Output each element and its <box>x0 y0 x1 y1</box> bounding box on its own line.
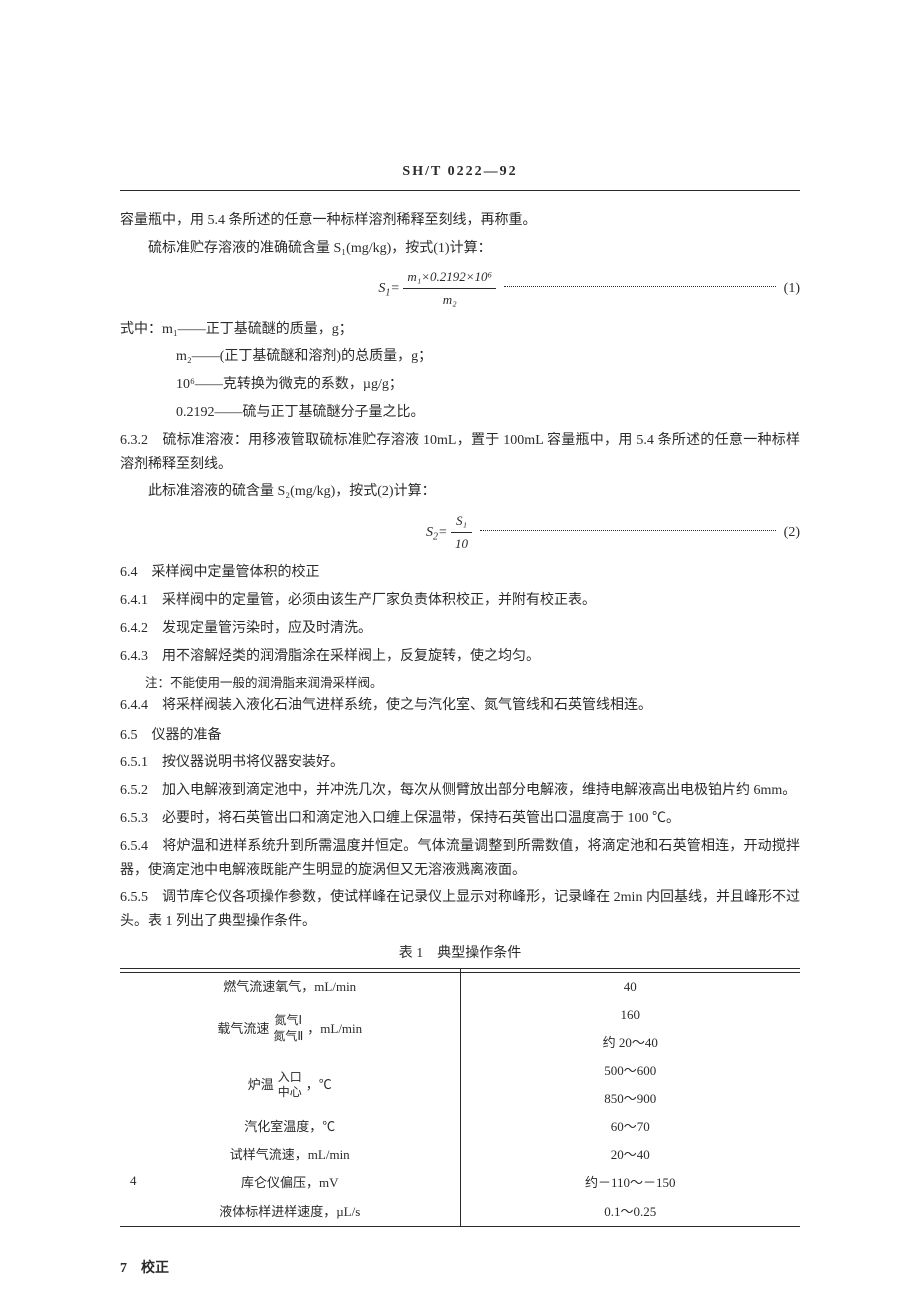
page-number: 4 <box>130 1170 137 1192</box>
where-m2: m₂——(正丁基硫醚和溶剂)的总质量，g； <box>120 345 800 369</box>
sec-6-5: 6.5 仪器的准备 <box>120 724 800 748</box>
equation-1: S1= m₁×0.2192×10⁶ m₂ (1) <box>120 266 800 311</box>
sec-6-5-2: 6.5.2 加入电解液到滴定池中，并冲洗几次，每次从侧臂放出部分电解液，维持电解… <box>120 779 800 803</box>
sec-6-4-2: 6.4.2 发现定量管污染时，应及时清洗。 <box>120 617 800 641</box>
para-8: 此标准溶液的硫含量 S₂(mg/kg)，按式(2)计算： <box>120 480 800 504</box>
sec-6-5-1: 6.5.1 按仪器说明书将仪器安装好。 <box>120 751 800 775</box>
sec-6-5-5: 6.5.5 调节库仑仪各项操作参数，使试样峰在记录仪上显示对称峰形，记录峰在 2… <box>120 886 800 934</box>
sec-7: 7 校正 <box>120 1257 800 1281</box>
note-1: 注：不能使用一般的润滑脂来润滑采样阀。 <box>120 673 800 694</box>
sec-6-4-4: 6.4.4 将采样阀装入液化石油气进样系统，使之与汽化室、氮气管线和石英管线相连… <box>120 694 800 718</box>
sec-6-5-3: 6.5.3 必要时，将石英管出口和滴定池入口缠上保温带，保持石英管出口温度高于 … <box>120 807 800 831</box>
table-row: 液体标样进样速度，µL/s 0.1～0.25 <box>120 1198 800 1227</box>
table-row: 炉温 入口 中心 ，℃ 500～600 <box>120 1057 800 1085</box>
para-1: 容量瓶中，用 5.4 条所述的任意一种标样溶剂稀释至刻线，再称重。 <box>120 209 800 233</box>
sec-6-4: 6.4 采样阀中定量管体积的校正 <box>120 561 800 585</box>
table-row: 试样气流速，mL/min 20～40 <box>120 1141 800 1169</box>
table-row: 库仑仪偏压，mV 约－110～－150 <box>120 1169 800 1197</box>
table-row: 汽化室温度，℃ 60～70 <box>120 1113 800 1141</box>
sec-6-3-2: 6.3.2 硫标准溶液：用移液管取硫标准贮存溶液 10mL，置于 100mL 容… <box>120 429 800 477</box>
operating-conditions-table: 燃气流速氧气，mL/min 40 载气流速 氮气Ⅰ 氮气Ⅱ ，mL/min 16… <box>120 968 800 1227</box>
sec-6-4-1: 6.4.1 采样阀中的定量管，必须由该生产厂家负责体积校正，并附有校正表。 <box>120 589 800 613</box>
where-m1: 式中：m₁——正丁基硫醚的质量，g； <box>120 318 800 342</box>
where-02192: 0.2192——硫与正丁基硫醚分子量之比。 <box>120 401 800 425</box>
table-1-title: 表 1 典型操作条件 <box>120 942 800 966</box>
table-row: 燃气流速氧气，mL/min 40 <box>120 972 800 1001</box>
doc-header: SH/T 0222—92 <box>120 160 800 191</box>
sec-6-4-3: 6.4.3 用不溶解烃类的润滑脂涂在采样阀上，反复旋转，使之均匀。 <box>120 645 800 669</box>
table-row: 载气流速 氮气Ⅰ 氮气Ⅱ ，mL/min 160 <box>120 1001 800 1029</box>
sec-6-5-4: 6.5.4 将炉温和进样系统升到所需温度并恒定。气体流量调整到所需数值，将滴定池… <box>120 835 800 883</box>
equation-2: S2= S₁ 10 (2) <box>120 510 800 555</box>
where-106: 10⁶——克转换为微克的系数，µg/g； <box>120 373 800 397</box>
para-2: 硫标准贮存溶液的准确硫含量 S₁(mg/kg)，按式(1)计算： <box>120 237 800 261</box>
